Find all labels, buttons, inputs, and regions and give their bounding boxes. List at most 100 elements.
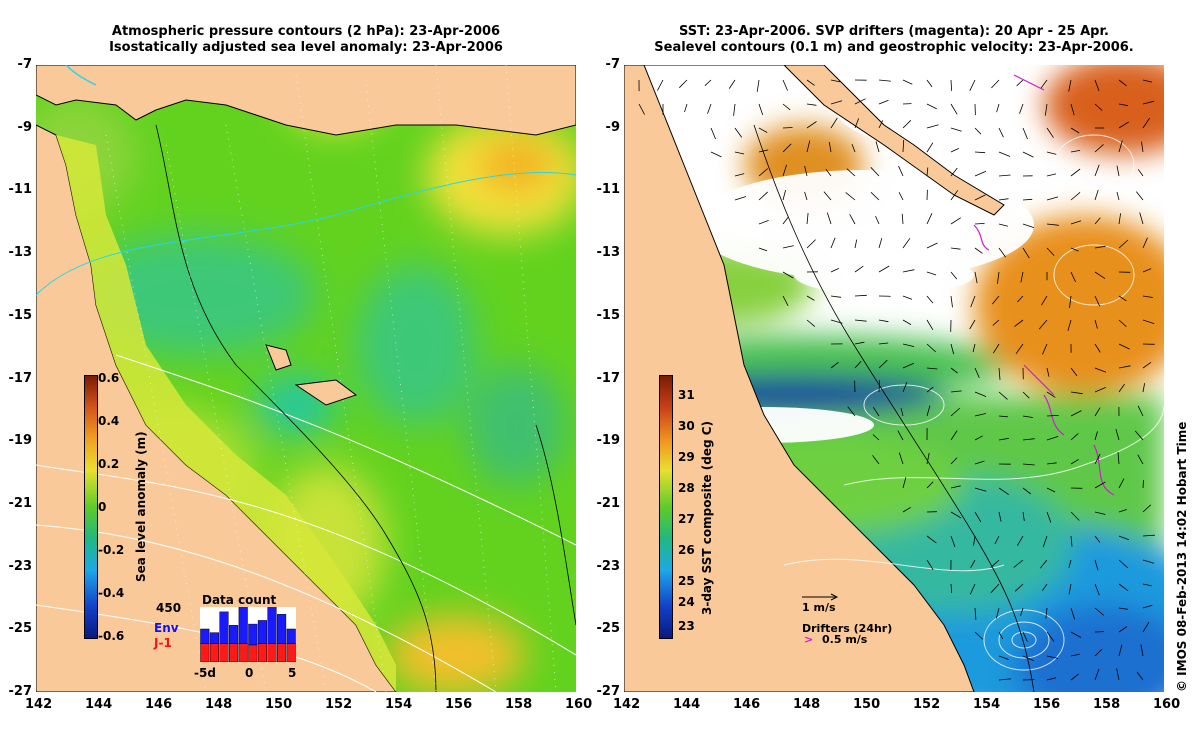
- velocity-arrow: [806, 103, 817, 106]
- velocity-arrow: [1070, 127, 1080, 134]
- sea-level-map: [36, 65, 576, 692]
- velocity-arrow: [830, 268, 839, 273]
- velocity-arrow: [878, 319, 889, 323]
- velocity-arrow: [1142, 383, 1145, 393]
- velocity-arrow: [1094, 407, 1101, 417]
- velocity-arrow: [1070, 191, 1081, 201]
- velocity-arrow: [845, 192, 856, 201]
- sst-tick: 27: [678, 512, 695, 526]
- velocity-arrow: [1094, 387, 1106, 393]
- y-tick-label: -15: [8, 307, 33, 323]
- velocity-arrow: [1094, 79, 1100, 92]
- velocity-arrow: [1070, 103, 1075, 116]
- y-tick-label: -9: [17, 119, 32, 135]
- velocity-arrow: [974, 631, 984, 640]
- velocity-arrow: [926, 142, 934, 153]
- velocity-arrow: [878, 380, 880, 393]
- sla-tick: 0.4: [98, 414, 120, 428]
- inset-histogram: [200, 607, 296, 662]
- x-tick-label: 156: [445, 697, 473, 712]
- velocity-arrow: [969, 583, 976, 595]
- velocity-arrow: [926, 343, 937, 353]
- velocity-arrow: [1067, 319, 1072, 331]
- velocity-arrow: [996, 103, 1000, 113]
- velocity-arrow: [1046, 631, 1055, 642]
- velocity-arrow: [1094, 511, 1106, 515]
- velocity-arrow: [1094, 189, 1099, 201]
- velocity-arrow: [998, 127, 1004, 138]
- velocity-arrow: [878, 99, 889, 105]
- velocity-arrow: [734, 127, 743, 138]
- x-tick-label: 144: [85, 697, 113, 712]
- velocity-arrow: [878, 238, 883, 249]
- velocity-arrow: [1118, 343, 1130, 350]
- y-tick-label: -15: [596, 307, 621, 323]
- velocity-arrow: [758, 168, 769, 177]
- inset-xtick: 5: [288, 666, 297, 680]
- y-tick-label: -19: [8, 433, 33, 449]
- velocity-arrow: [1134, 430, 1144, 441]
- velocity-arrow: [1142, 621, 1150, 633]
- velocity-arrow: [1142, 479, 1144, 489]
- velocity-arrow: [878, 265, 890, 273]
- velocity-arrow: [875, 215, 880, 225]
- land-png: [624, 65, 1005, 216]
- j1-bar: [267, 643, 277, 662]
- velocity-arrow: [870, 167, 880, 177]
- velocity-arrow: [1068, 559, 1072, 568]
- velocity-arrow: [830, 295, 842, 298]
- velocity-arrow: [974, 511, 982, 523]
- env-bar: [286, 628, 296, 644]
- velocity-arrow: [782, 245, 794, 249]
- velocity-arrow: [926, 319, 934, 331]
- velocity-arrow: [1042, 583, 1048, 591]
- sst-colorbar: [659, 375, 673, 639]
- velocity-arrow: [1068, 583, 1072, 595]
- cyan-contour: [36, 171, 576, 296]
- y-tick-label: -13: [596, 245, 621, 261]
- velocity-arrow: [1022, 151, 1034, 158]
- velocity-arrow: [1094, 343, 1101, 353]
- velocity-arrow: [950, 535, 956, 548]
- velocity-arrow: [926, 79, 933, 88]
- velocity-arrow: [1046, 436, 1059, 441]
- velocity-arrow: [734, 196, 747, 201]
- velocity-arrow: [1046, 415, 1059, 417]
- left-title-line1: Atmospheric pressure contours (2 hPa): 2…: [111, 24, 501, 39]
- velocity-arrow: [1094, 103, 1103, 111]
- sla-tick: -0.4: [98, 586, 125, 600]
- velocity-arrow: [950, 79, 952, 91]
- velocity-arrow: [926, 124, 939, 129]
- velocity-arrow: [998, 367, 1001, 380]
- velocity-arrow: [902, 507, 911, 513]
- velocity-arrow: [1022, 247, 1030, 259]
- velocity-arrow: [1142, 117, 1150, 129]
- velocity-arrow: [974, 223, 985, 225]
- velocity-arrow: [828, 141, 832, 153]
- velocity-arrow: [974, 367, 980, 379]
- velocity-arrow: [854, 265, 864, 273]
- velocity-arrow: [950, 190, 959, 201]
- velocity-arrow: [1118, 583, 1129, 592]
- velocity-arrow: [902, 343, 915, 347]
- sla-tick: -0.2: [98, 543, 125, 557]
- velocity-arrow: [1070, 271, 1076, 282]
- y-tick-label: -25: [596, 621, 621, 637]
- velocity-arrow: [1116, 191, 1120, 201]
- sla-tick: 0.6: [98, 371, 120, 385]
- velocity-arrow: [1046, 677, 1056, 681]
- velocity-arrow: [1068, 79, 1072, 92]
- x-tick-label: 154: [973, 697, 1001, 712]
- velocity-arrow: [998, 391, 1008, 400]
- velocity-arrow: [826, 212, 832, 225]
- velocity-arrow: [1118, 559, 1129, 569]
- velocity-arrow: [1070, 410, 1082, 417]
- velocity-arrow: [974, 460, 985, 465]
- inset-max-label: 450: [156, 601, 182, 615]
- velocity-arrow: [926, 405, 931, 417]
- sst-tick: 24: [678, 595, 695, 609]
- y-tick-label: -7: [17, 57, 32, 72]
- velocity-arrow: [657, 79, 664, 91]
- velocity-arrow: [902, 120, 912, 129]
- velocity-arrow: [806, 79, 815, 86]
